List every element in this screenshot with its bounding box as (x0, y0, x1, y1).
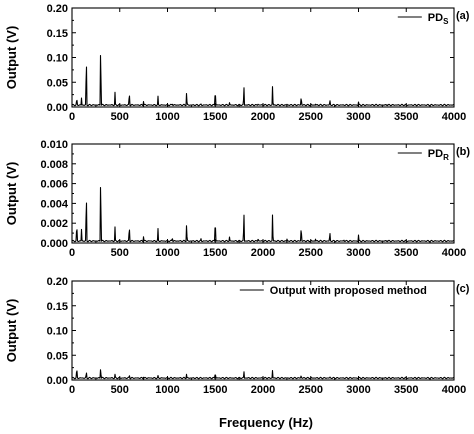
x-tick-label: 1500 (203, 247, 227, 259)
x-tick-label: 500 (111, 384, 129, 396)
legend: PDR (397, 148, 449, 162)
legend-label: PDR (428, 148, 449, 162)
x-tick-label: 3000 (346, 111, 370, 123)
legend: PDS (397, 12, 449, 26)
x-tick-label: 2500 (299, 384, 323, 396)
x-tick-label: 1000 (155, 247, 179, 259)
panel-label: (a) (456, 10, 470, 22)
y-tick-label: 0.20 (47, 276, 68, 288)
panel-a: 0 500 1000 1500 2000 2500 3000 3500 4000 0.00 0.05… (4, 3, 470, 123)
signal-trace (71, 54, 455, 107)
y-tick-label: 0.008 (40, 159, 68, 171)
x-tick-label: 3000 (346, 384, 370, 396)
plot-frame (71, 143, 455, 244)
x-tick-label: 2000 (251, 384, 275, 396)
y-tick-label: 0.002 (40, 218, 68, 230)
x-axis-label: Frequency (Hz) (219, 415, 313, 430)
y-tick-label: 0.05 (47, 77, 68, 89)
x-tick-label: 1000 (155, 384, 179, 396)
plot-frame (71, 7, 455, 108)
y-tick-label: 0.05 (47, 350, 68, 362)
y-tick-label: 0.10 (47, 53, 68, 65)
x-tick-label: 3500 (394, 384, 418, 396)
y-tick-label: 0.20 (47, 3, 68, 15)
y-tick-label: 0.00 (47, 375, 68, 387)
x-tick-label: 3000 (346, 247, 370, 259)
x-tick-label: 1000 (155, 111, 179, 123)
panel-b: 0 500 1000 1500 2000 2500 3000 3500 4000 0.000 0.0… (4, 139, 470, 259)
y-tick-label: 0.004 (40, 198, 68, 210)
x-tick-label: 500 (111, 247, 129, 259)
x-tick-label: 4000 (442, 384, 466, 396)
x-tick-label: 3500 (394, 111, 418, 123)
y-axis-label: Output (V) (4, 162, 19, 226)
y-tick-label: 0.15 (47, 28, 68, 40)
panel-c: 0 500 1000 1500 2000 2500 3000 3500 4000 0.00 0.05… (4, 276, 470, 396)
x-tick-label: 2000 (251, 247, 275, 259)
x-tick-label: 1500 (203, 384, 227, 396)
y-tick-label: 0.000 (40, 238, 68, 250)
x-tick-label: 4000 (442, 111, 466, 123)
x-tick-label: 0 (69, 247, 75, 259)
panel-label: (b) (456, 146, 470, 158)
panel-label: (c) (456, 283, 470, 295)
x-tick-label: 2500 (299, 247, 323, 259)
legend-label: Output with proposed method (270, 285, 427, 297)
x-tick-label: 500 (111, 111, 129, 123)
x-tick-label: 0 (69, 111, 75, 123)
x-tick-label: 1500 (203, 111, 227, 123)
y-axis-label: Output (V) (4, 26, 19, 90)
legend: Output with proposed method (239, 285, 427, 297)
x-tick-label: 4000 (442, 247, 466, 259)
legend-label: PDS (428, 12, 449, 26)
y-tick-label: 0.00 (47, 102, 68, 114)
y-tick-label: 0.10 (47, 326, 68, 338)
y-axis-label: Output (V) (4, 299, 19, 363)
y-tick-label: 0.15 (47, 301, 68, 313)
y-tick-label: 0.010 (40, 139, 68, 151)
x-tick-label: 2000 (251, 111, 275, 123)
signal-trace (71, 186, 455, 243)
x-tick-label: 0 (69, 384, 75, 396)
x-tick-label: 2500 (299, 111, 323, 123)
y-tick-label: 0.006 (40, 179, 68, 191)
x-tick-label: 3500 (394, 247, 418, 259)
